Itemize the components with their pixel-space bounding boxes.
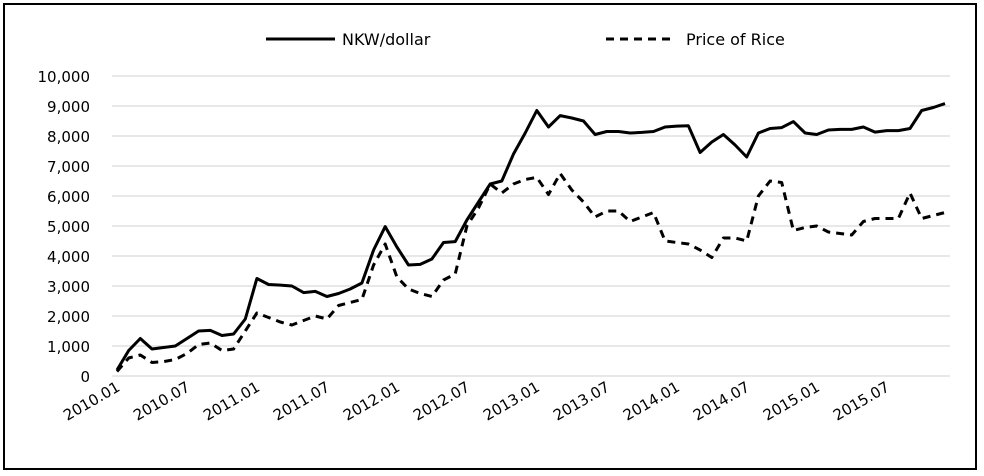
x-tick-label: 2014.01 — [620, 378, 683, 425]
y-tick-label: 5,000 — [47, 218, 90, 236]
y-tick-label: 0 — [80, 368, 90, 386]
x-tick-label: 2012.01 — [340, 378, 403, 425]
x-tick-label: 2010.07 — [130, 378, 193, 425]
x-tick-label: 2015.01 — [760, 378, 823, 425]
x-tick-label: 2015.07 — [830, 378, 893, 425]
y-tick-label: 7,000 — [47, 158, 90, 176]
y-tick-label: 9,000 — [47, 98, 90, 116]
series-line-nkw-dollar — [115, 102, 946, 371]
x-tick-label: 2013.07 — [550, 378, 613, 425]
y-tick-label: 1,000 — [47, 338, 90, 356]
x-tick-label: 2013.01 — [480, 378, 543, 425]
y-tick-label: 3,000 — [47, 278, 90, 296]
x-axis-ticks: 2010.01 2010.07 2011.01 2011.07 2012.01 2012.… — [60, 378, 892, 425]
legend-label-price-of-rice: Price of Rice — [686, 30, 785, 49]
series-line-price-of-rice — [115, 172, 946, 373]
y-axis-ticks: 0 1,000 2,000 3,000 4,000 5,000 6,000 7,000 8,00… — [38, 68, 91, 386]
x-tick-label: 2011.07 — [270, 378, 333, 425]
chart-frame — [3, 3, 977, 470]
x-tick-label: 2014.07 — [690, 378, 753, 425]
x-tick-label: 2011.01 — [200, 378, 263, 425]
series-lines — [115, 102, 946, 373]
y-tick-label: 2,000 — [47, 308, 90, 326]
x-tick-label: 2010.01 — [60, 378, 123, 425]
x-tick-label: 2012.07 — [410, 378, 473, 425]
y-tick-label: 10,000 — [38, 68, 91, 86]
y-tick-label: 4,000 — [47, 248, 90, 266]
y-tick-label: 6,000 — [47, 188, 90, 206]
legend-label-nkw-dollar: NKW/dollar — [342, 30, 431, 49]
y-tick-label: 8,000 — [47, 128, 90, 146]
legend: NKW/dollar Price of Rice — [266, 30, 785, 49]
